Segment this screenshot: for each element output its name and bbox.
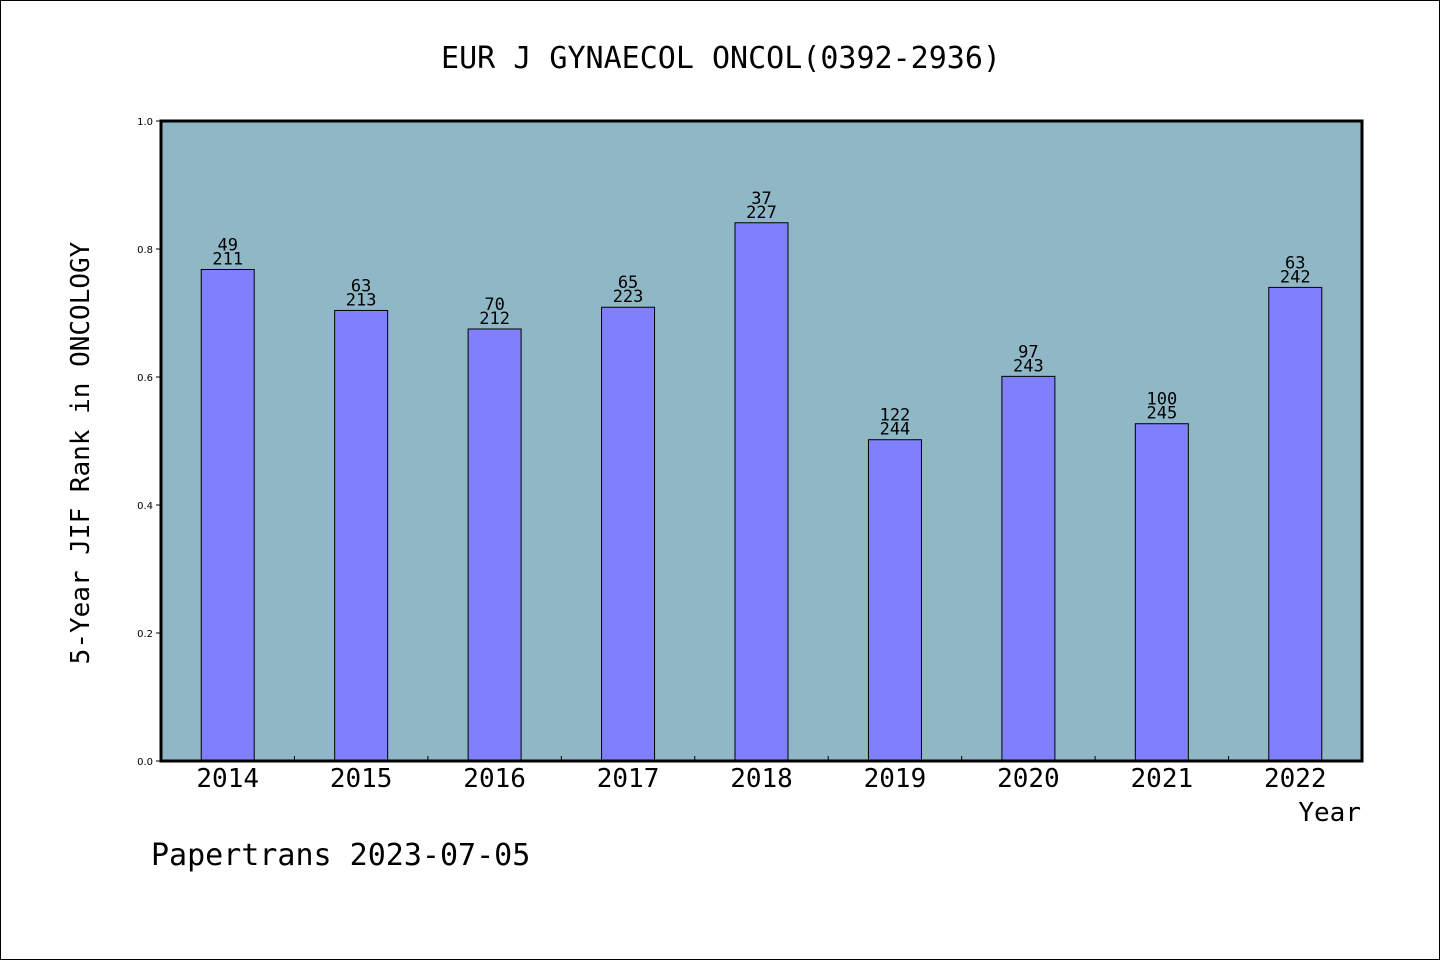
rank-label-2019: 122: [880, 406, 911, 426]
x-tick-label-2017: 2017: [597, 764, 660, 794]
total-label-2018: 227: [746, 203, 777, 223]
rank-label-2017: 65: [618, 273, 638, 293]
y-axis: 0.0 0.2 0.4 0.6 0.8 1.0: [137, 117, 161, 768]
rank-label-2015: 63: [351, 276, 371, 296]
rank-label-2014: 49: [217, 235, 237, 255]
x-tick-label-2015: 2015: [330, 764, 393, 794]
y-tick-label: 0.8: [137, 245, 153, 256]
x-tick-label-2022: 2022: [1264, 764, 1327, 794]
rank-label-2020: 97: [1018, 342, 1038, 362]
chart-title: EUR J GYNAECOL ONCOL(0392-2936): [441, 41, 1001, 76]
y-tick-label: 1.0: [137, 117, 153, 128]
bar-2014: [200, 268, 255, 762]
bar-2016: [467, 328, 522, 762]
x-tick-label-2014: 2014: [196, 764, 259, 794]
y-tick-label: 0.6: [137, 373, 153, 384]
x-axis: 2014 2015 2016 2017 2018 2019 2020 2021 2022: [196, 756, 1327, 794]
x-axis-label: Year: [1298, 798, 1361, 828]
bar-2022: [1268, 286, 1323, 762]
y-tick-label: 0.4: [137, 501, 153, 512]
total-label-2020: 243: [1013, 356, 1044, 376]
y-tick-label: 0.0: [137, 757, 153, 768]
rank-label-2021: 100: [1146, 390, 1177, 410]
bar-2018: [734, 222, 789, 762]
total-label-2019: 244: [880, 420, 911, 440]
x-tick-label-2016: 2016: [463, 764, 526, 794]
bar-2017: [601, 306, 656, 762]
x-tick-label-2018: 2018: [730, 764, 793, 794]
bar-2015: [334, 309, 389, 762]
bar-2020: [1001, 375, 1056, 762]
y-axis-label: 5-Year JIF Rank in ONCOLOGY: [66, 241, 96, 664]
y-tick-label: 0.2: [137, 629, 153, 640]
total-label-2017: 223: [613, 287, 644, 307]
total-label-2016: 212: [479, 309, 510, 329]
bars-group: [200, 222, 1323, 762]
x-tick-label-2021: 2021: [1131, 764, 1194, 794]
plot-border: [159, 119, 1364, 763]
rank-label-2022: 63: [1285, 253, 1305, 273]
rank-label-2016: 70: [484, 295, 504, 315]
total-label-2021: 245: [1146, 404, 1177, 424]
rank-label-2018: 37: [751, 189, 771, 209]
x-tick-label-2020: 2020: [997, 764, 1060, 794]
x-tick-label-2019: 2019: [864, 764, 927, 794]
bar-2021: [1134, 423, 1189, 762]
total-label-2014: 211: [212, 249, 243, 269]
total-label-2022: 242: [1280, 267, 1311, 287]
total-label-2015: 213: [346, 290, 377, 310]
footer-credit: Papertrans 2023-07-05: [151, 838, 530, 873]
bar-2019: [867, 439, 922, 762]
